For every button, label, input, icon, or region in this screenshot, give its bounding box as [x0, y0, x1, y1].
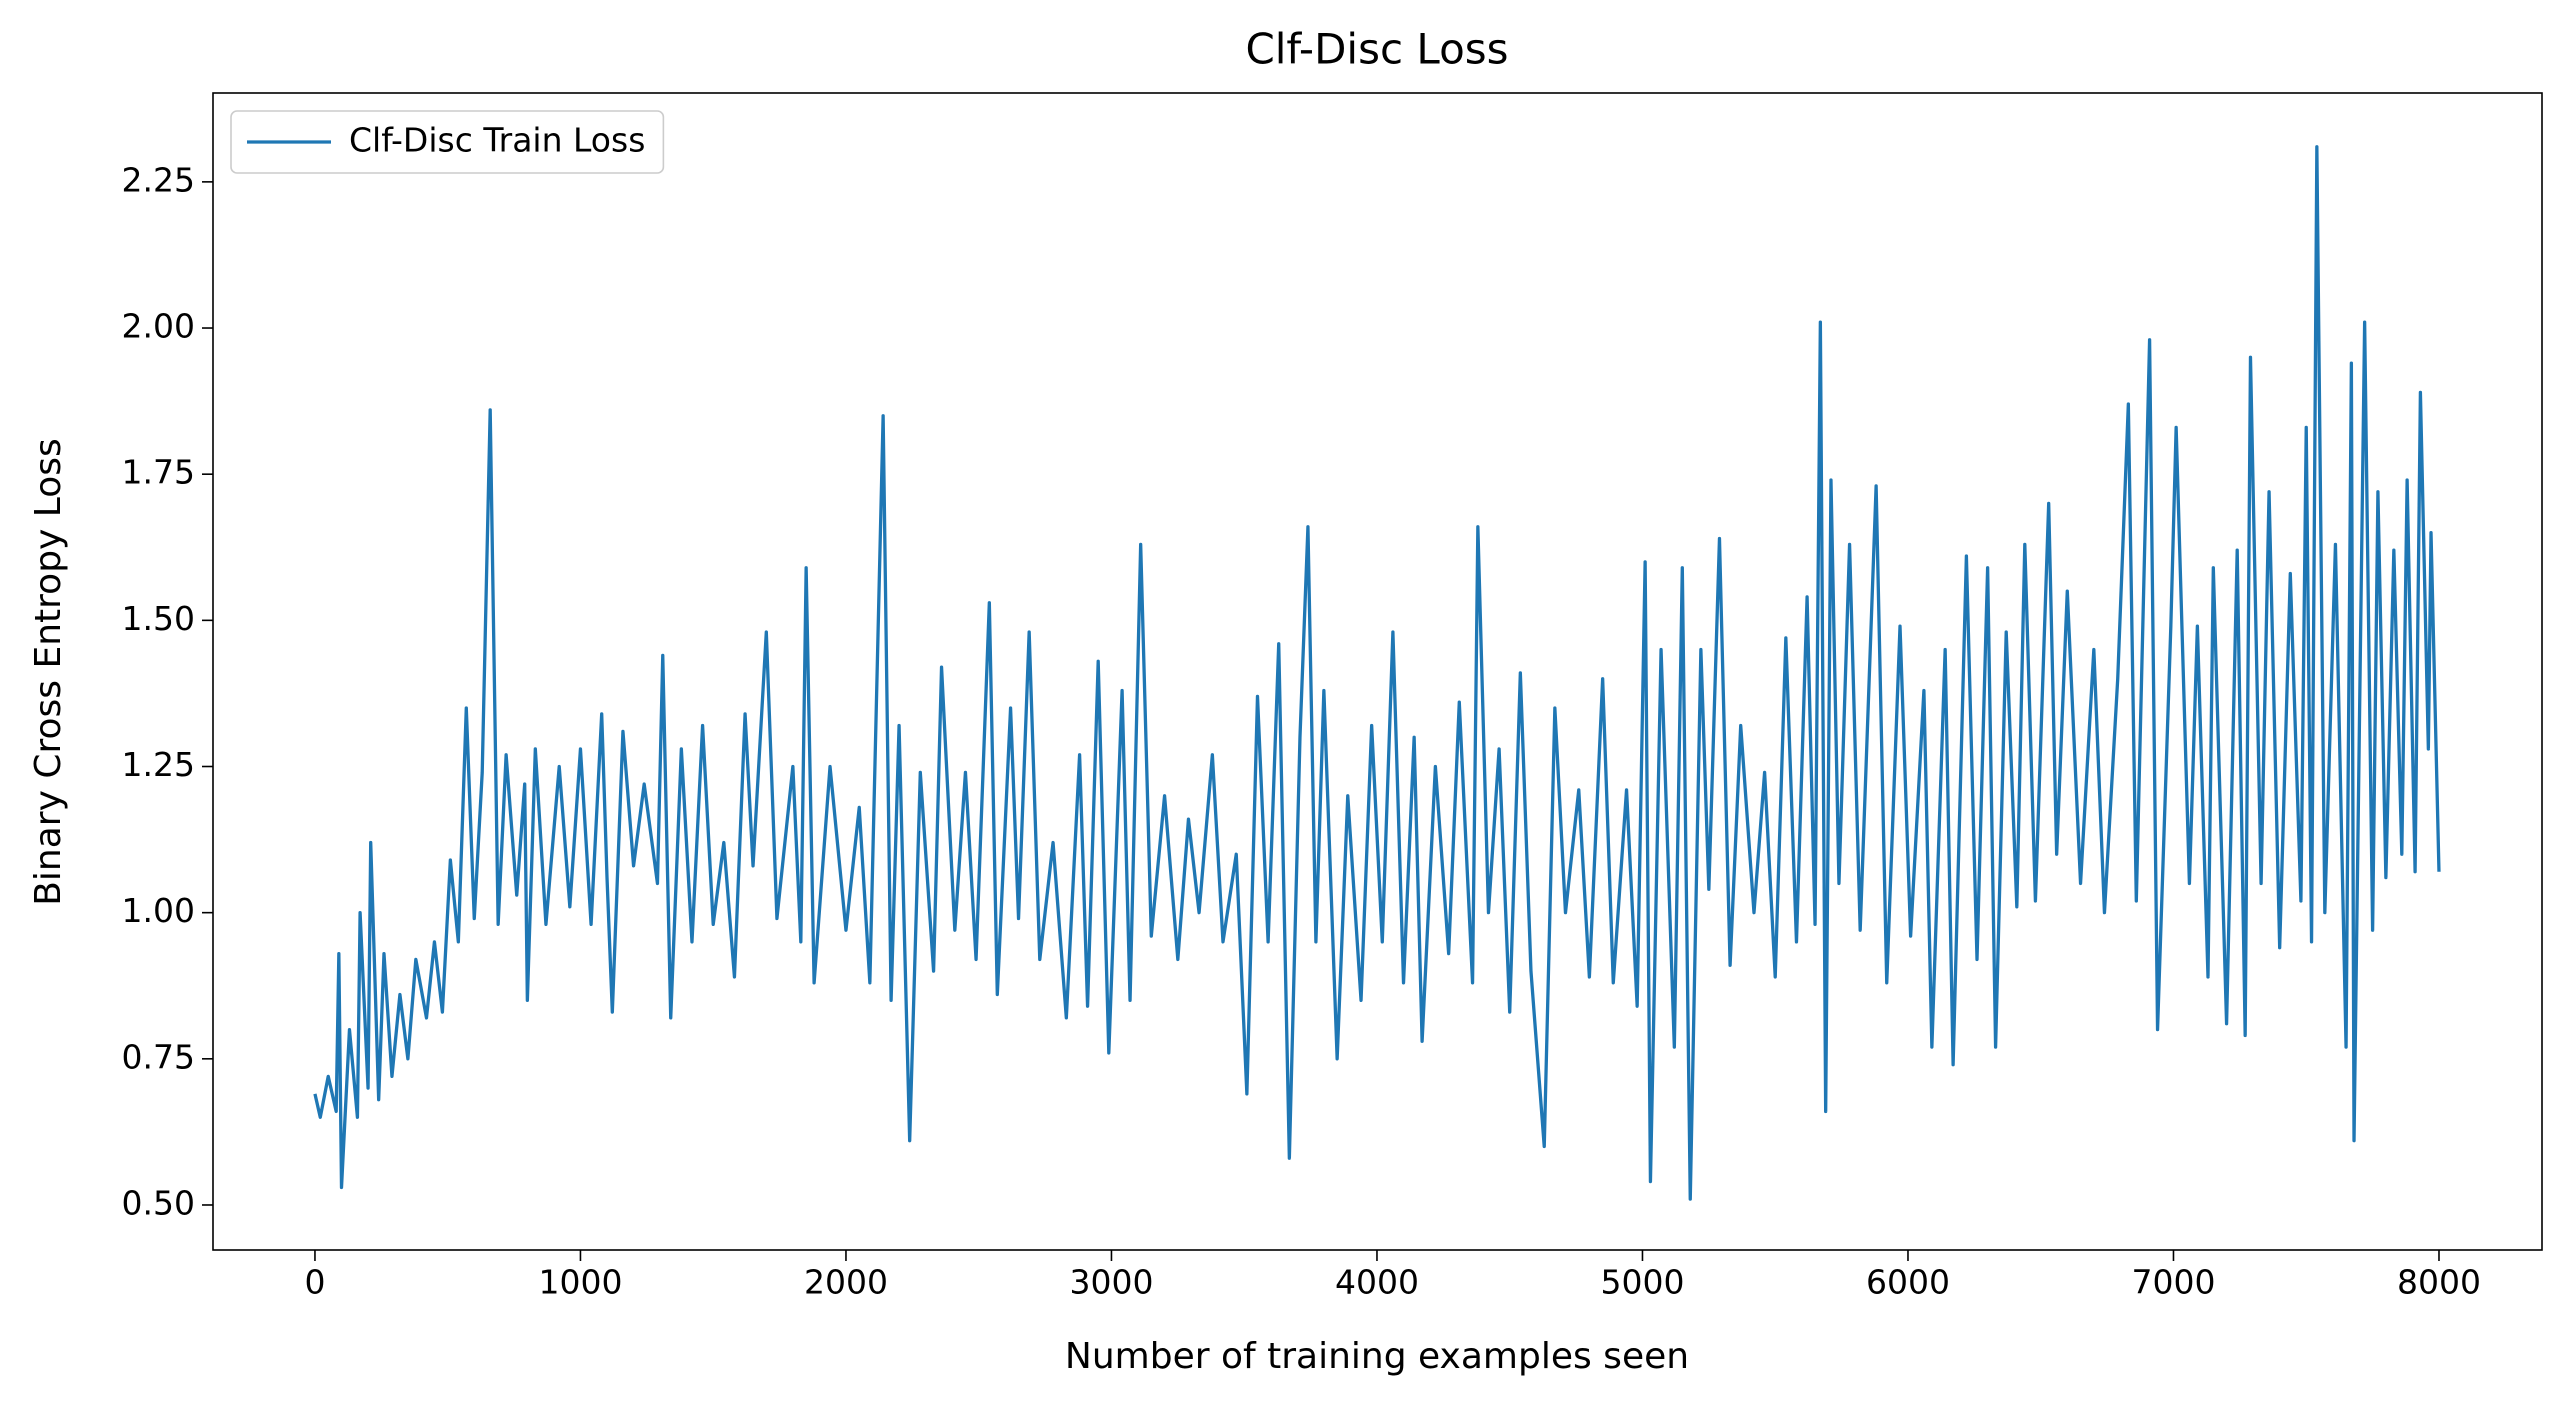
x-tick-label: 7000: [2131, 1263, 2215, 1302]
y-tick-label: 1.50: [122, 599, 195, 638]
chart-title: Clf-Disc Loss: [1245, 25, 1508, 74]
y-tick-label: 0.75: [122, 1037, 195, 1076]
y-tick-label: 1.75: [122, 453, 195, 492]
legend-box: [230, 110, 665, 174]
x-tick-label: 0: [304, 1263, 325, 1302]
legend: Clf-Disc Train Loss: [230, 110, 665, 174]
y-tick-label: 1.25: [122, 745, 195, 784]
x-tick-label: 4000: [1335, 1263, 1419, 1302]
x-tick-label: 3000: [1069, 1263, 1153, 1302]
plot-frame: [212, 92, 2543, 1251]
y-axis-label: Binary Cross Entropy Loss: [28, 438, 69, 906]
y-tick-label: 1.00: [122, 891, 195, 930]
x-tick-label: 1000: [538, 1263, 622, 1302]
legend-label: Clf-Disc Train Loss: [349, 121, 645, 160]
x-tick-label: 5000: [1600, 1263, 1684, 1302]
data-line: [313, 145, 2441, 1201]
x-tick-label: 6000: [1866, 1263, 1950, 1302]
y-tick-label: 2.25: [122, 160, 195, 199]
x-axis-label: Number of training examples seen: [1065, 1336, 1689, 1377]
x-tick-label: 8000: [2397, 1263, 2481, 1302]
y-tick-label: 2.00: [122, 307, 195, 346]
y-tick-label: 0.50: [122, 1183, 195, 1222]
x-tick-label: 2000: [804, 1263, 888, 1302]
